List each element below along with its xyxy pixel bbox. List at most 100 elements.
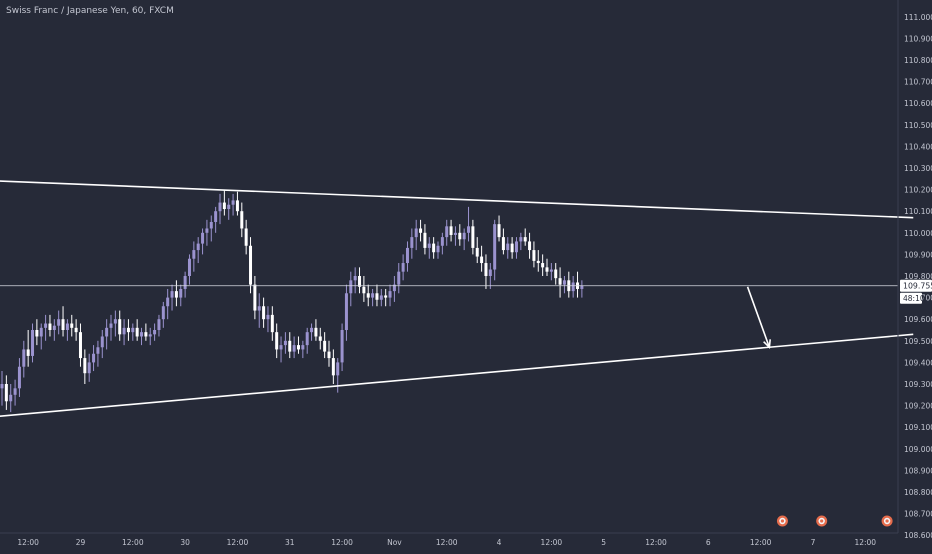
candle-body [484,263,488,276]
time-tick-label: 12:00 [436,538,458,547]
candle-body [227,204,231,210]
candle-body [87,362,91,374]
time-tick-label: 12:00 [122,538,144,547]
projection-arrow-head [763,339,771,350]
candle-body [153,330,157,335]
candle-body [148,334,152,337]
candle-body [144,332,148,337]
candle-body [296,345,300,350]
candle-body [109,323,113,328]
candle-body [501,237,505,251]
candle-body [183,276,187,289]
price-tick-label: 109.600 [904,315,932,324]
candle-body [358,276,362,287]
candle-body [331,358,335,376]
candle-body [74,327,78,333]
price-tick-label: 110.800 [904,56,932,65]
candle-body [497,224,501,238]
candle-body [31,330,35,356]
candle-body [92,353,96,363]
candle-body [52,325,56,330]
candle-body [445,226,449,238]
candle-body [157,319,161,330]
candle-body [562,280,566,285]
time-tick-label: 12:00 [227,538,249,547]
candle-body [61,319,65,330]
candle-body [410,237,414,248]
price-tick-label: 109.200 [904,402,932,411]
candle-body [22,349,26,367]
candle-body [362,286,366,294]
candle-body [65,323,69,330]
candle-body [323,340,327,352]
price-tick-label: 111.000 [904,13,932,22]
candle-body [231,200,235,205]
candle-body [166,297,170,307]
candle-body [214,211,218,222]
price-tick-label: 110.000 [904,229,932,238]
candle-body [253,284,257,311]
candle-body [70,323,74,328]
candle-body [514,241,518,253]
time-tick-label: 7 [811,538,816,547]
candle-body [292,345,296,352]
time-tick-label: 12:00 [645,538,667,547]
time-tick-label: 4 [497,538,502,547]
price-tick-label: 109.900 [904,250,932,259]
price-tick-label: 109.400 [904,358,932,367]
candle-body [541,263,545,268]
current-price-label: 109.755 [903,282,932,291]
candle-body [384,295,388,298]
price-tick-label: 109.000 [904,445,932,454]
price-tick-label: 110.400 [904,142,932,151]
candle-body [314,327,318,337]
time-tick-label: 12:00 [331,538,353,547]
candle-body [453,232,457,235]
time-tick-label: 12:00 [750,538,772,547]
price-tick-label: 108.800 [904,488,932,497]
candle-body [196,243,200,251]
candle-body [240,211,244,229]
candle-body [205,228,209,233]
candle-body [262,306,266,320]
candle-body [35,330,39,337]
candle-body [135,327,139,337]
candle-body [458,232,462,240]
trendline-upper-resistance [0,180,914,219]
candle-body [436,245,440,253]
event-marker-dot [780,519,785,523]
candle-body [392,284,396,292]
candle-body [366,293,370,298]
price-tick-label: 109.500 [904,337,932,346]
time-tick-label: 31 [285,538,295,547]
candle-body [506,243,510,251]
time-axis[interactable]: 12:00 29 12:00 30 12:00 31 12:00 Nov 12:00 4 12:00… [0,532,898,547]
candle-body [140,332,144,337]
candle-body [388,291,392,298]
candle-body [161,306,165,320]
event-marker-dot [885,519,889,523]
time-tick-label: 12:00 [541,538,563,547]
candle-body [57,319,61,326]
candle-body [340,330,344,363]
time-tick-label: Nov [387,538,402,547]
candle-body [105,327,109,337]
candle-body [545,267,549,272]
candle-body [519,237,523,242]
candle-body [192,250,196,259]
candle-body [44,323,48,328]
candle-body [283,340,287,346]
candle-body [432,243,436,253]
candle-body [523,237,527,242]
candle-body [4,384,8,402]
candle-body [266,314,270,320]
countdown-tag [900,292,922,304]
candle-body [571,282,575,292]
candle-body [17,366,21,389]
candle-body [9,394,13,402]
price-axis[interactable]: 111.000 110.900 110.800 110.700 110.600 110.5… [897,0,932,540]
price-tick-label: 108.700 [904,510,932,519]
candle-body [270,314,274,333]
